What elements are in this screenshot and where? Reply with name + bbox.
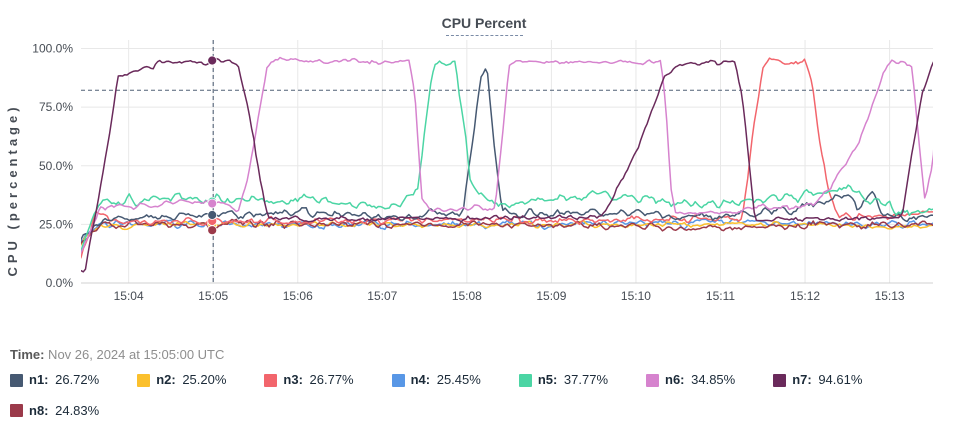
- svg-text:15:08: 15:08: [452, 289, 482, 303]
- svg-text:15:07: 15:07: [367, 289, 397, 303]
- svg-text:CPU (percentage): CPU (percentage): [5, 103, 20, 276]
- svg-text:15:05: 15:05: [198, 289, 228, 303]
- svg-text:15:09: 15:09: [536, 289, 566, 303]
- svg-text:75.0%: 75.0%: [39, 100, 73, 114]
- svg-text:25.0%: 25.0%: [39, 217, 73, 231]
- svg-text:15:13: 15:13: [875, 289, 905, 303]
- svg-text:15:04: 15:04: [114, 289, 144, 303]
- svg-text:50.0%: 50.0%: [39, 159, 73, 173]
- svg-text:15:11: 15:11: [706, 289, 735, 303]
- svg-text:100.0%: 100.0%: [32, 42, 73, 56]
- svg-text:15:12: 15:12: [790, 289, 820, 303]
- svg-text:15:06: 15:06: [283, 289, 313, 303]
- svg-text:15:10: 15:10: [621, 289, 651, 303]
- svg-text:0.0%: 0.0%: [46, 276, 74, 290]
